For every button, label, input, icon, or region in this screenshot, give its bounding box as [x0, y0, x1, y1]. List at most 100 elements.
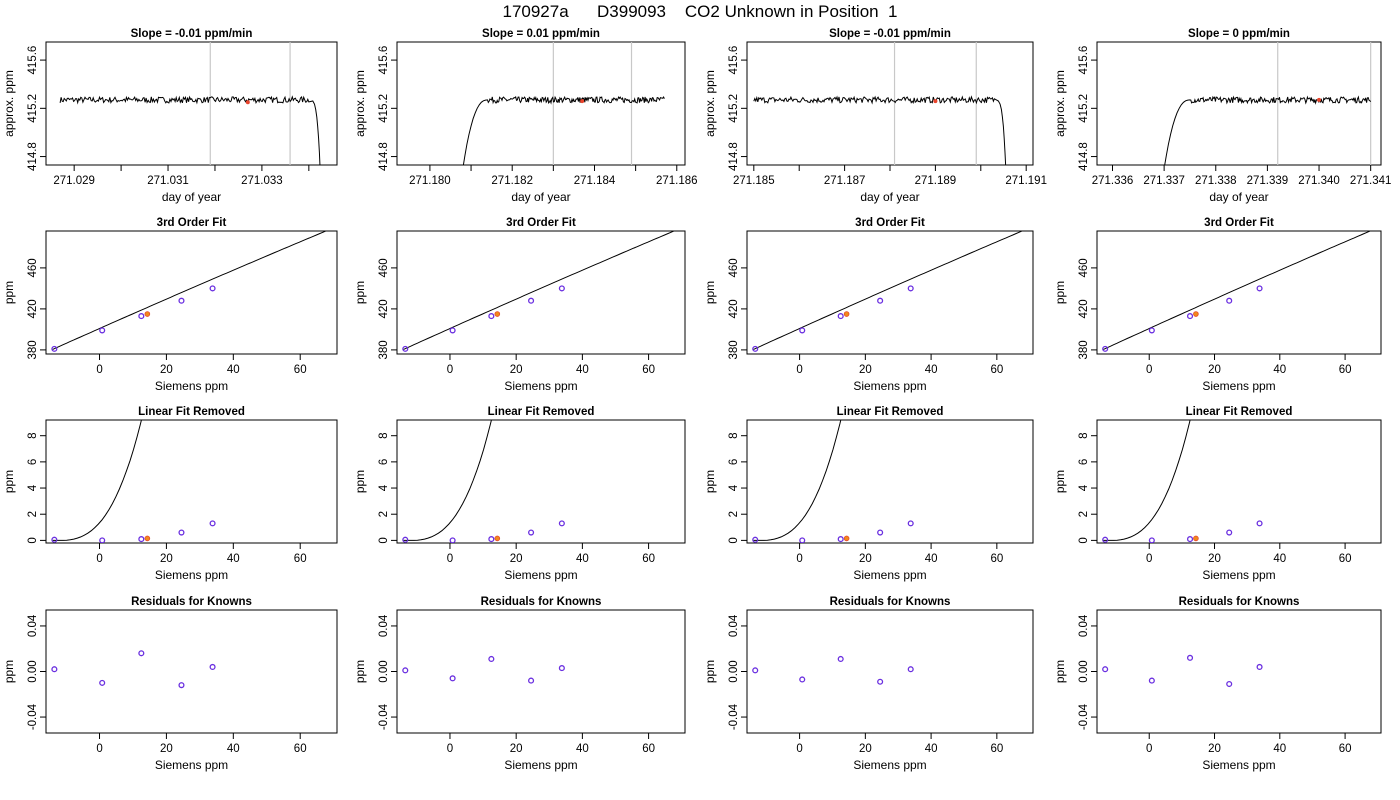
- y-tick-label: 6: [1078, 459, 1090, 465]
- known-point: [51, 666, 58, 673]
- known-point: [1226, 297, 1233, 304]
- x-tick-label: 0: [447, 743, 453, 755]
- known-point: [1186, 313, 1194, 320]
- known-point: [178, 682, 185, 689]
- known-point: [449, 327, 456, 334]
- x-tick-label: 0: [96, 553, 102, 565]
- x-tick-label: 40: [925, 743, 938, 755]
- fit-curve: [1103, 420, 1191, 541]
- x-tick-label: 20: [510, 553, 523, 565]
- x-tick-label: 271.180: [409, 175, 451, 187]
- y-tick-label: 8: [27, 432, 39, 438]
- y-tick-label: 420: [1078, 299, 1090, 318]
- known-point: [877, 297, 884, 304]
- x-tick-label: 40: [576, 743, 589, 755]
- y-tick-label: 380: [1078, 340, 1090, 359]
- known-point: [1102, 536, 1109, 543]
- plot-frame: [45, 41, 338, 166]
- x-axis-label: Siemens ppm: [1202, 568, 1275, 582]
- x-tick-label: 0: [96, 364, 102, 376]
- unknown-point: [144, 535, 151, 542]
- y-tick-label: 2: [27, 511, 39, 517]
- plot-frame: [396, 609, 686, 734]
- panel-r1c1: Slope = -0.01 ppm/min 271.029 271.031 271.0…: [2, 28, 338, 204]
- known-point: [51, 536, 58, 543]
- panel-title: Linear Fit Removed: [1186, 406, 1293, 418]
- known-point: [799, 537, 806, 543]
- panel-r2c4: Residuals for Knowns 0 20 40 60 -0.04 0.00 0.04…: [353, 596, 686, 772]
- x-tick-label: 20: [859, 743, 872, 755]
- x-tick-label: 0: [1146, 743, 1152, 755]
- x-tick-label: 20: [510, 364, 523, 376]
- x-tick-label: 0: [96, 743, 102, 755]
- x-axis-label: Siemens ppm: [504, 379, 577, 393]
- y-axis-label: approx. ppm: [703, 70, 717, 137]
- y-tick-label: 380: [27, 340, 39, 359]
- known-point: [488, 655, 495, 663]
- known-point: [877, 678, 884, 685]
- x-tick-label: 271.182: [491, 175, 533, 187]
- unknown-point: [494, 535, 501, 542]
- x-axis-label: Siemens ppm: [155, 379, 228, 393]
- x-tick-label: 40: [576, 364, 589, 376]
- plot-frame: [396, 230, 686, 355]
- panel-title: Linear Fit Removed: [138, 406, 245, 418]
- known-point: [1148, 677, 1155, 684]
- x-tick-label: 271.185: [733, 175, 775, 187]
- plot-area: [1102, 420, 1263, 543]
- x-axis-label: Siemens ppm: [504, 758, 577, 772]
- y-tick-label: 0.00: [728, 660, 740, 682]
- y-tick-label: 0.04: [378, 614, 390, 637]
- y-tick-label: 420: [378, 299, 390, 318]
- plot-area: [1102, 231, 1372, 352]
- y-tick-label: -0.04: [27, 703, 39, 730]
- fit-curve: [1103, 231, 1372, 350]
- figure-title: 170927a D399093 CO2 Unknown in Position …: [502, 2, 898, 21]
- y-tick-label: 414.8: [378, 142, 390, 171]
- unknown-point: [144, 311, 151, 317]
- y-tick-label: 415.2: [378, 94, 390, 123]
- plot-frame: [45, 609, 338, 734]
- ppm-trace: [462, 95, 665, 165]
- panel-title: Residuals for Knowns: [830, 596, 951, 608]
- x-tick-label: 60: [294, 553, 307, 565]
- y-tick-label: 4: [378, 484, 390, 491]
- y-tick-label: 414.8: [1078, 142, 1090, 171]
- x-tick-label: 271.338: [1195, 175, 1237, 187]
- x-tick-label: 0: [796, 743, 802, 755]
- y-axis-label: ppm: [2, 281, 16, 304]
- known-point: [1102, 666, 1109, 673]
- x-tick-label: 60: [1339, 553, 1352, 565]
- plot-frame: [396, 41, 686, 166]
- y-tick-label: 0: [1078, 537, 1090, 543]
- x-tick-label: 0: [447, 364, 453, 376]
- known-point: [752, 345, 759, 352]
- x-tick-label: 20: [859, 364, 872, 376]
- y-tick-label: 0.00: [27, 660, 39, 682]
- x-tick-label: 271.339: [1247, 175, 1289, 187]
- y-axis-label: approx. ppm: [1053, 70, 1067, 137]
- plot-area: [51, 420, 216, 543]
- x-tick-label: 0: [796, 364, 802, 376]
- plot-frame: [1096, 419, 1382, 544]
- panel-title: Slope = 0 ppm/min: [1188, 28, 1290, 40]
- known-point: [209, 285, 216, 292]
- x-axis-label: Siemens ppm: [1202, 379, 1275, 393]
- x-tick-label: 40: [1273, 364, 1286, 376]
- known-point: [837, 655, 844, 663]
- plot-area: [1102, 654, 1263, 688]
- plot-frame: [746, 609, 1034, 734]
- known-point: [402, 667, 409, 674]
- known-point: [178, 297, 185, 304]
- fit-curve: [753, 231, 1024, 350]
- known-point: [99, 537, 106, 543]
- ppm-trace: [753, 95, 1007, 165]
- x-tick-label: 60: [294, 364, 307, 376]
- y-tick-label: 6: [728, 459, 740, 465]
- y-axis-label: ppm: [703, 660, 717, 683]
- known-point: [799, 676, 806, 683]
- fit-curve: [403, 420, 492, 541]
- known-point: [1186, 654, 1194, 661]
- x-tick-label: 40: [227, 364, 240, 376]
- panel-r4c2: 3rd Order Fit 0 20 40 60 380 420 460 Siemens ppm…: [1053, 217, 1382, 393]
